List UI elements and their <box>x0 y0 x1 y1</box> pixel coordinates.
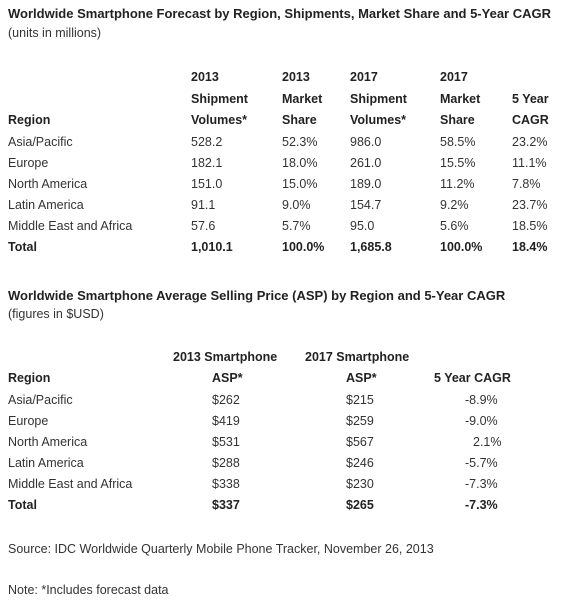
row-region: Middle East and Africa <box>8 477 133 491</box>
row-2017-share: 11.2% <box>440 177 475 191</box>
row-2017-asp: $215 <box>346 393 374 407</box>
col-2013-volumes-header-line1: 2013 <box>191 70 219 84</box>
col-cagr-header-line2: CAGR <box>512 113 549 127</box>
row-2013-volume: 57.6 <box>191 219 216 233</box>
row-2013-asp: $262 <box>212 393 240 407</box>
total-label: Total <box>8 240 37 254</box>
row-region: Asia/Pacific <box>8 393 73 407</box>
shipments-table-subtitle: (units in millions) <box>8 26 102 40</box>
row-2013-asp: $531 <box>212 435 240 449</box>
asp-table-subtitle: (figures in $USD) <box>8 307 104 321</box>
row-2017-volume: 261.0 <box>350 156 382 170</box>
row-2013-asp: $288 <box>212 456 240 470</box>
row-2013-volume: 91.1 <box>191 198 216 212</box>
row-2013-share: 9.0% <box>282 198 311 212</box>
col-2013-asp-header-line1: 2013 Smartphone <box>173 350 278 364</box>
row-2017-share: 58.5% <box>440 135 476 149</box>
source-note: Source: IDC Worldwide Quarterly Mobile P… <box>8 542 434 556</box>
col-2017-volumes-header-line2: Shipment <box>350 92 407 106</box>
row-2017-share: 5.6% <box>440 219 469 233</box>
row-2013-share: 15.0% <box>282 177 318 191</box>
row-2013-volume: 182.1 <box>191 156 223 170</box>
col-2013-volumes-header-line2: Shipment <box>191 92 248 106</box>
shipments-table-title: Worldwide Smartphone Forecast by Region,… <box>8 6 551 21</box>
col-2017-asp-header-line2: ASP* <box>346 371 377 385</box>
row-2013-asp: $419 <box>212 414 240 428</box>
row-region: Latin America <box>8 198 84 212</box>
col-2013-share-header-line1: 2013 <box>282 70 310 84</box>
row-cagr: 18.5% <box>512 219 548 233</box>
total-2017-asp: $265 <box>346 498 374 512</box>
col-2017-asp-header-line1: 2017 Smartphone <box>305 350 410 364</box>
total-2013-asp: $337 <box>212 498 240 512</box>
col-2017-share-header-line1: 2017 <box>440 70 468 84</box>
total-cagr: 18.4% <box>512 240 548 254</box>
row-cagr: 2.1% <box>473 435 502 449</box>
row-2017-asp: $230 <box>346 477 374 491</box>
row-region: North America <box>8 435 88 449</box>
asp-table-title: Worldwide Smartphone Average Selling Pri… <box>8 288 506 303</box>
row-2017-volume: 189.0 <box>350 177 382 191</box>
row-region: Europe <box>8 414 49 428</box>
row-2017-volume: 95.0 <box>350 219 375 233</box>
row-2013-share: 52.3% <box>282 135 318 149</box>
total-label: Total <box>8 498 37 512</box>
row-2013-asp: $338 <box>212 477 240 491</box>
total-2013-share: 100.0% <box>282 240 325 254</box>
row-cagr: -9.0% <box>465 414 498 428</box>
footnote: Note: *Includes forecast data <box>8 583 169 597</box>
total-2017-volume: 1,685.8 <box>350 240 392 254</box>
col-cagr-header-line1: 5 Year <box>512 92 549 106</box>
row-cagr: -5.7% <box>465 456 498 470</box>
row-2013-volume: 528.2 <box>191 135 223 149</box>
row-cagr: 11.1% <box>512 156 547 170</box>
total-cagr: -7.3% <box>465 498 498 512</box>
row-2017-asp: $259 <box>346 414 374 428</box>
col-2017-volumes-header-line1: 2017 <box>350 70 378 84</box>
row-region: Europe <box>8 156 49 170</box>
col-2013-share-header-line3: Share <box>282 113 317 127</box>
row-2017-share: 15.5% <box>440 156 476 170</box>
row-region: Latin America <box>8 456 84 470</box>
row-2017-asp: $246 <box>346 456 374 470</box>
row-cagr: 23.7% <box>512 198 548 212</box>
total-2013-volume: 1,010.1 <box>191 240 233 254</box>
row-2017-volume: 154.7 <box>350 198 382 212</box>
row-2013-volume: 151.0 <box>191 177 223 191</box>
region-header: Region <box>8 113 51 127</box>
row-2017-share: 9.2% <box>440 198 469 212</box>
col-2013-volumes-header-line3: Volumes* <box>191 113 248 127</box>
col-2017-share-header-line3: Share <box>440 113 475 127</box>
row-2017-asp: $567 <box>346 435 374 449</box>
row-2013-share: 5.7% <box>282 219 311 233</box>
row-region: North America <box>8 177 88 191</box>
col-2017-share-header-line2: Market <box>440 92 481 106</box>
row-cagr: -7.3% <box>465 477 498 491</box>
region-header: Region <box>8 371 51 385</box>
row-region: Asia/Pacific <box>8 135 73 149</box>
row-cagr: -8.9% <box>465 393 498 407</box>
row-cagr: 7.8% <box>512 177 541 191</box>
row-region: Middle East and Africa <box>8 219 133 233</box>
col-2013-share-header-line2: Market <box>282 92 323 106</box>
row-2013-share: 18.0% <box>282 156 318 170</box>
col-2017-volumes-header-line3: Volumes* <box>350 113 407 127</box>
row-2017-volume: 986.0 <box>350 135 382 149</box>
col-2013-asp-header-line2: ASP* <box>212 371 243 385</box>
col-cagr-header: 5 Year CAGR <box>434 371 511 385</box>
total-2017-share: 100.0% <box>440 240 483 254</box>
row-cagr: 23.2% <box>512 135 548 149</box>
